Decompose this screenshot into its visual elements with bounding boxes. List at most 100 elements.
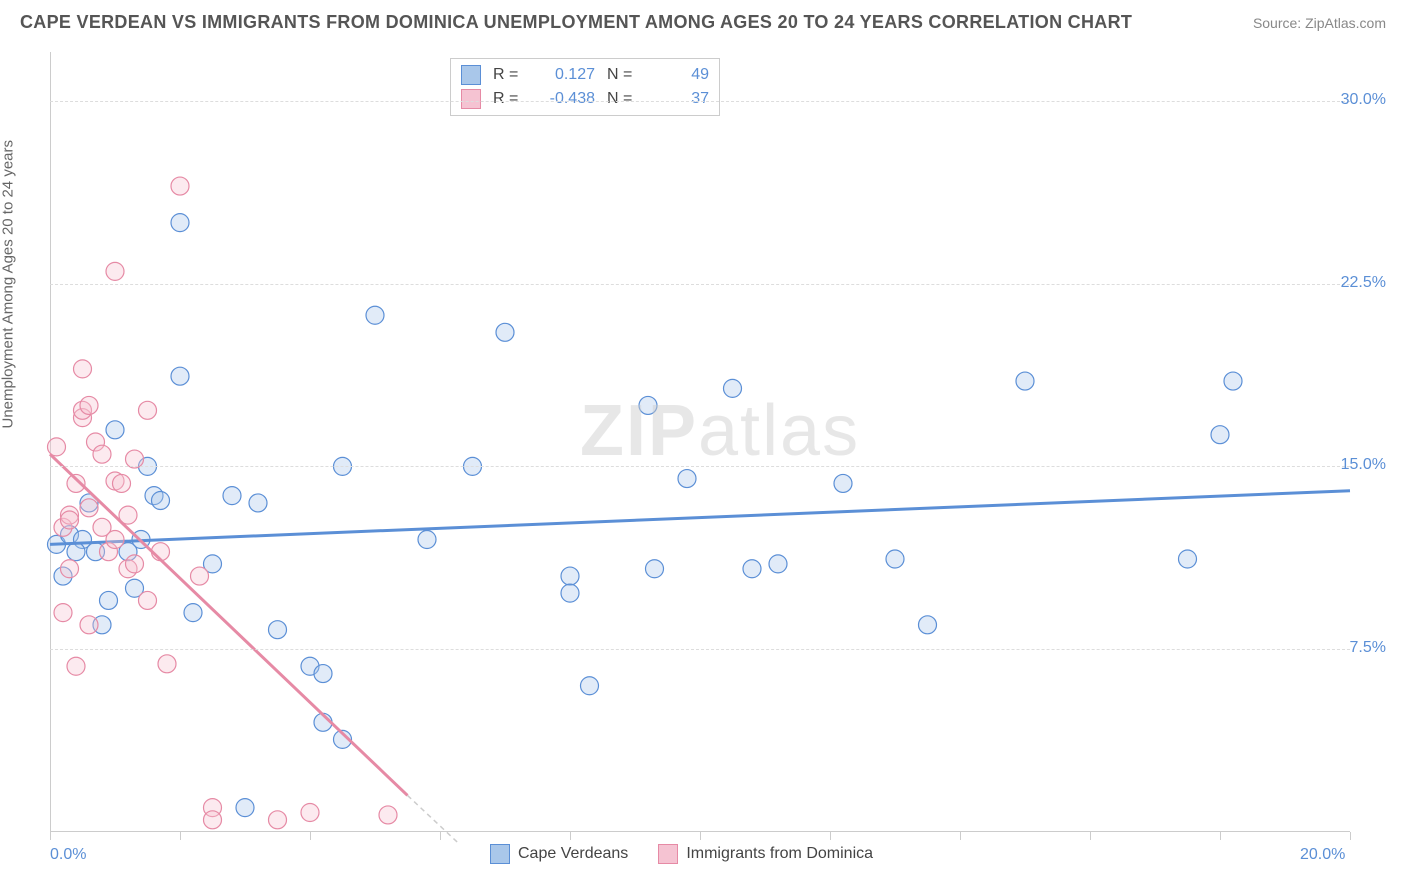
source-attribution: Source: ZipAtlas.com <box>1253 15 1386 31</box>
x-tick <box>180 832 181 840</box>
data-point <box>106 531 124 549</box>
y-tick-label: 7.5% <box>1350 639 1386 657</box>
data-point <box>366 306 384 324</box>
data-point <box>171 367 189 385</box>
legend-n-value: 49 <box>649 66 709 84</box>
legend-item: Immigrants from Dominica <box>658 844 873 864</box>
legend-r-label: R = <box>493 90 523 108</box>
data-point <box>80 396 98 414</box>
data-point <box>126 450 144 468</box>
x-tick <box>440 832 441 840</box>
trend-line <box>50 491 1350 545</box>
data-point <box>171 177 189 195</box>
data-point <box>100 591 118 609</box>
data-point <box>158 655 176 673</box>
data-point <box>48 438 66 456</box>
legend-row: R = -0.438 N = 37 <box>461 87 709 111</box>
data-point <box>919 616 937 634</box>
x-tick <box>830 832 831 840</box>
x-tick <box>960 832 961 840</box>
legend-swatch <box>490 844 510 864</box>
legend-r-value: -0.438 <box>535 90 595 108</box>
data-point <box>834 474 852 492</box>
data-point <box>191 567 209 585</box>
data-point <box>379 806 397 824</box>
x-tick <box>50 832 51 840</box>
data-point <box>269 811 287 829</box>
data-point <box>80 616 98 634</box>
data-point <box>67 657 85 675</box>
data-point <box>418 531 436 549</box>
y-tick-label: 30.0% <box>1341 91 1386 109</box>
data-point <box>561 584 579 602</box>
data-point <box>74 360 92 378</box>
legend-r-value: 0.127 <box>535 66 595 84</box>
data-point <box>1224 372 1242 390</box>
data-point <box>1016 372 1034 390</box>
x-tick <box>570 832 571 840</box>
data-point <box>886 550 904 568</box>
data-point <box>249 494 267 512</box>
data-point <box>61 511 79 529</box>
data-point <box>171 214 189 232</box>
data-point <box>152 492 170 510</box>
legend-label: Cape Verdeans <box>518 845 628 863</box>
data-point <box>561 567 579 585</box>
data-point <box>678 470 696 488</box>
x-tick <box>1350 832 1351 840</box>
y-tick-label: 15.0% <box>1341 456 1386 474</box>
legend-label: Immigrants from Dominica <box>686 845 873 863</box>
y-axis-label: Unemployment Among Ages 20 to 24 years <box>0 140 17 429</box>
data-point <box>126 555 144 573</box>
data-point <box>223 487 241 505</box>
x-tick-label: 20.0% <box>1300 846 1345 864</box>
data-point <box>646 560 664 578</box>
data-point <box>769 555 787 573</box>
data-point <box>67 543 85 561</box>
data-point <box>61 560 79 578</box>
data-point <box>1179 550 1197 568</box>
x-tick <box>1090 832 1091 840</box>
data-point <box>80 499 98 517</box>
data-point <box>93 445 111 463</box>
chart-title: CAPE VERDEAN VS IMMIGRANTS FROM DOMINICA… <box>20 12 1132 33</box>
correlation-legend: R = 0.127 N = 49 R = -0.438 N = 37 <box>450 58 720 116</box>
data-point <box>184 604 202 622</box>
data-point <box>106 262 124 280</box>
gridline <box>50 649 1350 650</box>
data-point <box>204 811 222 829</box>
x-tick <box>1220 832 1221 840</box>
data-point <box>269 621 287 639</box>
gridline <box>50 284 1350 285</box>
gridline <box>50 101 1350 102</box>
data-point <box>139 401 157 419</box>
data-point <box>1211 426 1229 444</box>
scatter-plot-svg <box>50 52 1350 832</box>
trend-line-dashed <box>408 795 460 844</box>
series-legend: Cape Verdeans Immigrants from Dominica <box>490 844 873 864</box>
data-point <box>639 396 657 414</box>
legend-r-label: R = <box>493 66 523 84</box>
data-point <box>236 799 254 817</box>
chart-header: CAPE VERDEAN VS IMMIGRANTS FROM DOMINICA… <box>20 12 1386 33</box>
x-tick-label: 0.0% <box>50 846 86 864</box>
legend-row: R = 0.127 N = 49 <box>461 63 709 87</box>
data-point <box>581 677 599 695</box>
data-point <box>139 591 157 609</box>
data-point <box>106 421 124 439</box>
data-point <box>314 665 332 683</box>
legend-item: Cape Verdeans <box>490 844 628 864</box>
legend-n-label: N = <box>607 90 637 108</box>
legend-swatch <box>461 65 481 85</box>
legend-swatch <box>461 89 481 109</box>
data-point <box>724 379 742 397</box>
y-tick-label: 22.5% <box>1341 274 1386 292</box>
legend-swatch <box>658 844 678 864</box>
legend-n-label: N = <box>607 66 637 84</box>
data-point <box>54 604 72 622</box>
data-point <box>743 560 761 578</box>
x-tick <box>700 832 701 840</box>
legend-n-value: 37 <box>649 90 709 108</box>
gridline <box>50 466 1350 467</box>
data-point <box>113 474 131 492</box>
